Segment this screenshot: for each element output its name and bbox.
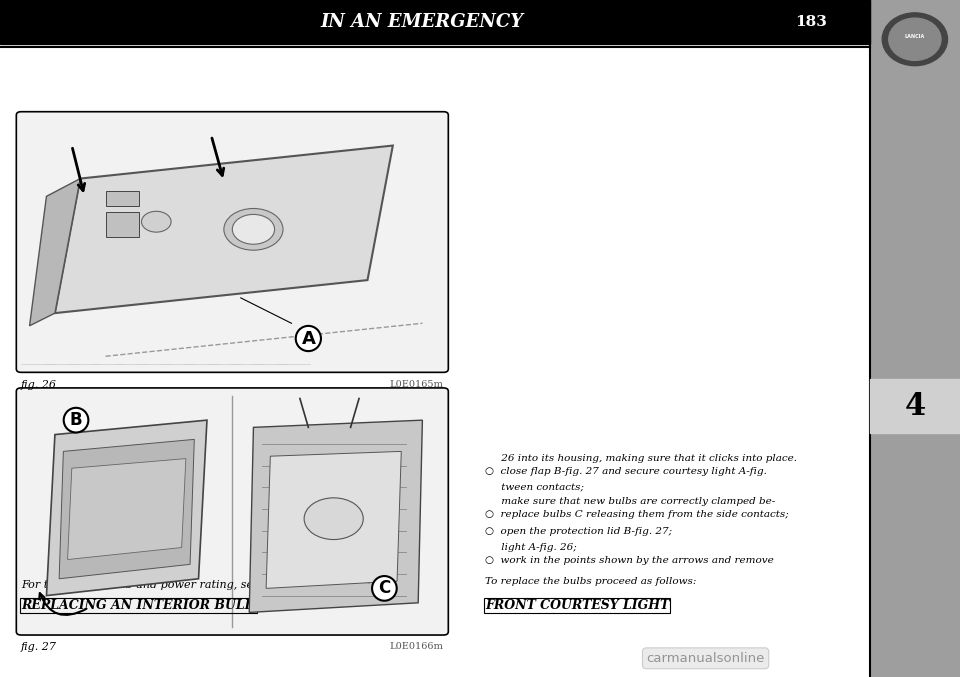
Bar — [0, 0, 870, 44]
Text: A: A — [301, 330, 315, 347]
Polygon shape — [30, 179, 81, 326]
Polygon shape — [67, 458, 186, 559]
Text: To replace the bulbs proceed as follows:: To replace the bulbs proceed as follows: — [485, 577, 696, 586]
Text: L0E0166m: L0E0166m — [390, 642, 444, 651]
Circle shape — [232, 215, 275, 244]
Text: FRONT COURTESY LIGHT: FRONT COURTESY LIGHT — [485, 599, 669, 612]
Ellipse shape — [882, 13, 948, 66]
Text: LANCIA: LANCIA — [904, 34, 925, 39]
Text: ○  work in the points shown by the arrows and remove: ○ work in the points shown by the arrows… — [485, 556, 774, 565]
Text: ○  replace bulbs C releasing them from the side contacts;: ○ replace bulbs C releasing them from th… — [485, 510, 788, 519]
Bar — [870, 379, 960, 433]
Ellipse shape — [889, 18, 941, 60]
Text: L0E0165m: L0E0165m — [390, 380, 444, 389]
Text: 183: 183 — [795, 15, 828, 29]
Bar — [106, 211, 139, 237]
Text: fig. 27: fig. 27 — [21, 642, 58, 653]
Bar — [106, 192, 139, 206]
Polygon shape — [60, 439, 194, 579]
FancyBboxPatch shape — [16, 388, 448, 635]
Text: IN AN EMERGENCY: IN AN EMERGENCY — [321, 13, 524, 31]
Text: light A-fig. 26;: light A-fig. 26; — [485, 543, 577, 552]
Text: make sure that new bulbs are correctly clamped be-: make sure that new bulbs are correctly c… — [485, 497, 775, 506]
Text: B: B — [70, 411, 83, 429]
Text: C: C — [378, 580, 391, 597]
Polygon shape — [266, 452, 401, 588]
Polygon shape — [46, 420, 207, 596]
Circle shape — [141, 211, 171, 232]
Text: REPLACING AN INTERIOR BULB: REPLACING AN INTERIOR BULB — [21, 599, 255, 612]
Polygon shape — [55, 146, 393, 313]
Polygon shape — [250, 420, 422, 613]
Text: 4: 4 — [904, 391, 925, 422]
Text: ○  close flap B-fig. 27 and secure courtesy light A-fig.: ○ close flap B-fig. 27 and secure courte… — [485, 467, 767, 476]
FancyBboxPatch shape — [16, 112, 448, 372]
Circle shape — [224, 209, 283, 250]
Text: 26 into its housing, making sure that it clicks into place.: 26 into its housing, making sure that it… — [485, 454, 797, 462]
Text: ○  open the protection lid B-fig. 27;: ○ open the protection lid B-fig. 27; — [485, 527, 672, 536]
Text: carmanualsonline: carmanualsonline — [646, 652, 765, 665]
Text: For the type of bulb and power rating, see “Bulb types”.: For the type of bulb and power rating, s… — [21, 579, 338, 590]
Text: fig. 26: fig. 26 — [21, 380, 58, 390]
Circle shape — [304, 498, 363, 540]
Text: tween contacts;: tween contacts; — [485, 483, 584, 492]
Bar — [870, 0, 960, 677]
